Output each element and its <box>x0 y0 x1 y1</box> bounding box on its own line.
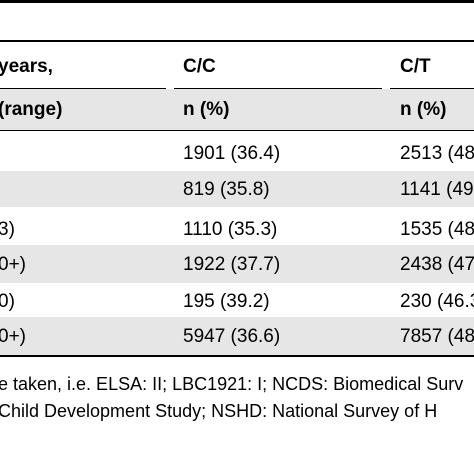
table-row-6-label: 0+) <box>0 326 26 347</box>
table-row-6-ct: 7857 (48 <box>400 326 474 347</box>
footnote-line-1: e taken, i.e. ELSA: II; LBC1921: I; NCDS… <box>0 374 464 394</box>
table-row-2-cc: 819 (35.8) <box>183 179 270 200</box>
table-row-1-ct: 2513 (48 <box>400 143 474 164</box>
table-row-1-cc: 1901 (36.4) <box>183 143 281 164</box>
bottom-rule <box>0 355 474 357</box>
subheader-band <box>0 89 474 130</box>
table-row-4-ct: 2438 (47 <box>400 254 474 275</box>
subheader-n-percent-cc: n (%) <box>183 99 230 120</box>
table-row-2-band <box>0 171 474 207</box>
table-row-4-band <box>0 245 474 283</box>
table-row-2-ct: 1141 (49 <box>400 179 474 200</box>
subheader-bottom-rule <box>0 130 474 131</box>
subheader-range: (range) <box>0 99 63 120</box>
column-header-ct: C/T <box>400 56 431 77</box>
table-row-3-ct: 1535 (48 <box>400 219 474 240</box>
top-rule <box>0 0 474 3</box>
table-row-6-cc: 5947 (36.6) <box>183 326 281 347</box>
table-row-4-cc: 1922 (37.7) <box>183 254 281 275</box>
subheader-rule-col3 <box>390 88 474 89</box>
subheader-rule-col2 <box>174 88 382 89</box>
table-row-5-label: 0) <box>0 291 15 312</box>
table-row-5-cc: 195 (39.2) <box>183 291 270 312</box>
table-row-3-cc: 1110 (35.3) <box>183 219 278 240</box>
table-row-4-label: 0+) <box>0 254 26 275</box>
header-rule <box>0 40 474 42</box>
footnote-line-2: Child Development Study; NSHD: National … <box>0 401 438 421</box>
column-header-years: years, <box>0 56 53 77</box>
table-row-5-ct: 230 (46.3 <box>400 291 474 312</box>
subheader-n-percent-ct: n (%) <box>400 99 447 120</box>
column-header-cc: C/C <box>183 56 216 77</box>
table-row-6-band <box>0 317 474 355</box>
table-row-3-label: 3) <box>0 219 15 240</box>
subheader-rule-col1 <box>0 88 166 89</box>
